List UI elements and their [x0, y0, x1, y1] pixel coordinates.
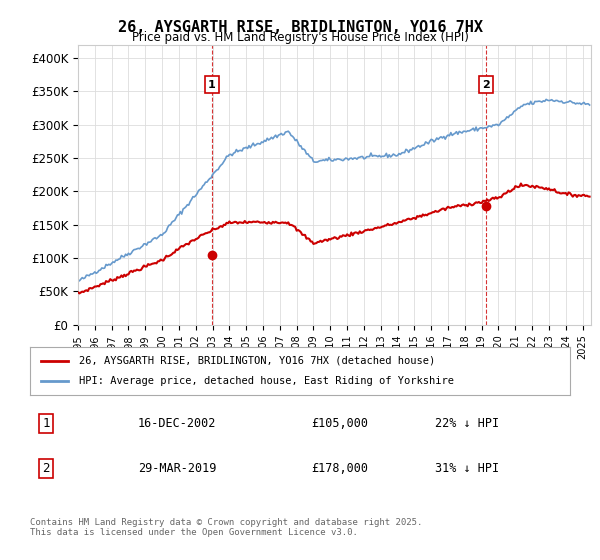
Text: £105,000: £105,000 — [311, 417, 368, 430]
Text: Contains HM Land Registry data © Crown copyright and database right 2025.
This d: Contains HM Land Registry data © Crown c… — [30, 518, 422, 538]
Text: 26, AYSGARTH RISE, BRIDLINGTON, YO16 7HX: 26, AYSGARTH RISE, BRIDLINGTON, YO16 7HX — [118, 20, 482, 35]
Text: 2: 2 — [482, 80, 490, 90]
Text: 2: 2 — [43, 462, 50, 475]
Text: 29-MAR-2019: 29-MAR-2019 — [138, 462, 217, 475]
Text: 1: 1 — [43, 417, 50, 430]
Text: 16-DEC-2002: 16-DEC-2002 — [138, 417, 217, 430]
Text: 26, AYSGARTH RISE, BRIDLINGTON, YO16 7HX (detached house): 26, AYSGARTH RISE, BRIDLINGTON, YO16 7HX… — [79, 356, 435, 366]
Text: 31% ↓ HPI: 31% ↓ HPI — [435, 462, 499, 475]
Text: Price paid vs. HM Land Registry's House Price Index (HPI): Price paid vs. HM Land Registry's House … — [131, 31, 469, 44]
Text: 1: 1 — [208, 80, 216, 90]
Text: 22% ↓ HPI: 22% ↓ HPI — [435, 417, 499, 430]
Text: £178,000: £178,000 — [311, 462, 368, 475]
Text: HPI: Average price, detached house, East Riding of Yorkshire: HPI: Average price, detached house, East… — [79, 376, 454, 386]
